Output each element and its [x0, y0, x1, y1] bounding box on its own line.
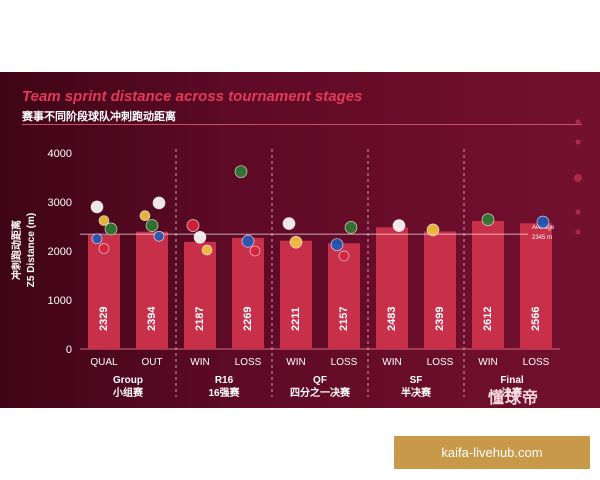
- title-divider: [22, 124, 582, 125]
- team-flag-marker: [481, 213, 495, 226]
- team-flag-marker: [344, 221, 358, 234]
- bar: [280, 240, 312, 349]
- bar-value-label: 2157: [338, 307, 350, 331]
- chart-subtitle: 赛事不同阶段球队冲刺跑动距离: [22, 111, 176, 123]
- bar-chart: 0 1000 2000 3000 4000 冲刺跑动距离 Z5 Distance (m) 23…: [10, 119, 582, 399]
- y-axis-title: Z5 Distance (m): [26, 213, 37, 287]
- group-label: R16: [215, 375, 234, 386]
- team-flag-marker: [338, 250, 350, 262]
- bar: [376, 227, 408, 349]
- bar-value-label: 2612: [482, 307, 494, 331]
- bar: [184, 241, 216, 349]
- y-tick-label: 1000: [48, 295, 72, 307]
- decorative-dot: [575, 119, 581, 125]
- group-label: SF: [410, 375, 423, 386]
- x-tick-label: OUT: [141, 357, 162, 368]
- x-tick-label: WIN: [190, 357, 209, 368]
- team-flag-marker: [98, 215, 110, 226]
- y-tick-label: 4000: [48, 148, 72, 160]
- bar-value-label: 2211: [290, 307, 302, 331]
- x-tick-label: LOSS: [331, 357, 358, 368]
- y-axis-title-cn: 冲刺跑动距离: [10, 220, 23, 280]
- decorative-dot: [575, 139, 581, 145]
- decorative-dot: [575, 209, 581, 215]
- group-label-cn: 半决赛: [401, 386, 432, 399]
- chart-title: Team sprint distance across tournament s…: [22, 88, 363, 105]
- group-label-cn: 四分之一决赛: [290, 386, 351, 399]
- bar-value-label: 2269: [242, 307, 254, 331]
- team-flag-marker: [186, 219, 200, 232]
- group-label: QF: [313, 375, 327, 386]
- group-label: Group: [113, 375, 143, 386]
- bar: [88, 234, 120, 349]
- team-flag-marker: [392, 219, 406, 232]
- team-flag-marker: [289, 235, 303, 249]
- group-label-cn: 16强赛: [208, 386, 240, 399]
- team-flag-marker: [330, 238, 344, 251]
- team-flag-marker: [153, 231, 165, 242]
- team-flag-marker: [90, 200, 104, 214]
- team-flag-marker: [193, 230, 207, 244]
- x-tick-label: WIN: [286, 357, 305, 368]
- group-label-cn: 小组赛: [112, 386, 144, 399]
- x-tick-label: LOSS: [523, 357, 550, 368]
- bar: [232, 237, 264, 349]
- x-tick-label: WIN: [478, 357, 497, 368]
- team-flag-marker: [426, 223, 440, 237]
- brand-logo: 懂球帝: [488, 390, 540, 407]
- y-tick-label: 2000: [48, 246, 72, 258]
- x-tick-label: LOSS: [235, 357, 262, 368]
- team-flag-marker: [249, 245, 261, 257]
- chart-panel: Team sprint distance across tournament s…: [0, 72, 600, 408]
- y-tick-label: 0: [66, 344, 72, 356]
- y-tick-label: 3000: [48, 197, 72, 209]
- bar-value-label: 2394: [146, 306, 158, 331]
- decorative-dot: [574, 174, 582, 182]
- bar: [136, 231, 168, 349]
- group-label: Final: [500, 375, 524, 386]
- decorative-dot: [575, 229, 581, 235]
- bar-value-label: 2329: [98, 307, 110, 331]
- bar-value-label: 2187: [194, 307, 206, 331]
- team-flag-marker: [241, 234, 255, 248]
- bar-value-label: 2399: [434, 307, 446, 331]
- team-flag-marker: [282, 217, 296, 230]
- watermark-badge: kaifa-livehub.com: [394, 436, 590, 469]
- bar-value-label: 2483: [386, 307, 398, 331]
- team-flag-marker: [152, 196, 166, 210]
- team-flag-marker: [139, 210, 151, 222]
- team-flag-marker: [91, 233, 103, 245]
- team-flag-marker: [536, 215, 550, 229]
- x-tick-label: LOSS: [427, 357, 454, 368]
- x-tick-label: QUAL: [90, 357, 118, 368]
- group-label-cn: 决赛: [502, 386, 523, 399]
- average-value-label: 2345 m: [532, 235, 552, 241]
- team-flag-marker: [145, 219, 159, 232]
- team-flag-marker: [98, 243, 110, 254]
- team-flag-marker: [234, 165, 248, 178]
- bar: [424, 231, 456, 349]
- team-flag-marker: [201, 244, 213, 256]
- team-flag-marker: [104, 222, 118, 236]
- bar: [520, 223, 552, 349]
- x-tick-label: WIN: [382, 357, 401, 368]
- bar: [472, 221, 504, 349]
- bar-value-label: 2566: [530, 307, 542, 331]
